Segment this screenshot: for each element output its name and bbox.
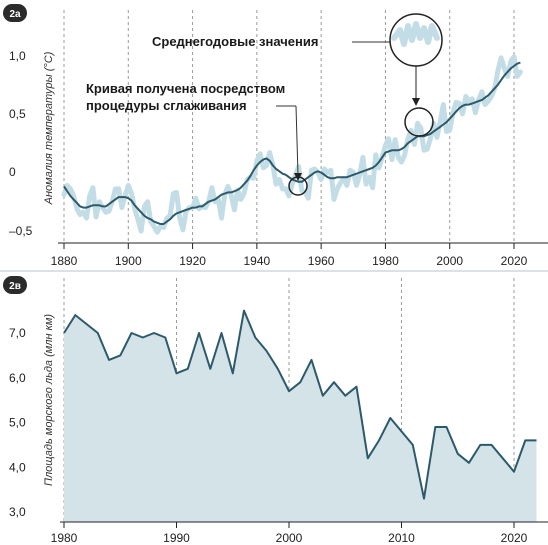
panel-2b-y-tick-label: 7,0 bbox=[9, 326, 26, 340]
panel-2b: 1980 1990 2000 2010 2020 7,0 6,0 5,0 4,0 3,0 Пло… bbox=[3, 276, 548, 545]
panel-2b-x-tick-label: 2020 bbox=[501, 531, 528, 545]
panel-2a-y-axis-label: Аномалия температуры (°С) bbox=[43, 51, 55, 205]
panel-2a-x-tick-label: 2020 bbox=[501, 254, 528, 268]
panel-2b-y-axis-label: Площадь морского льда (млн км) bbox=[43, 314, 55, 486]
panel-2a-y-tick-label: 1,0 bbox=[9, 49, 26, 63]
sea-ice-area-line bbox=[63, 309, 537, 500]
smoothing-callout-circle bbox=[288, 176, 308, 196]
panel-2a-badge-label: 2а bbox=[9, 9, 21, 20]
panel-2a-x-tick-label: 1960 bbox=[308, 254, 335, 268]
panel-2a-x-tick-label: 1940 bbox=[244, 254, 271, 268]
panel-2a-x-tick-label: 2000 bbox=[436, 254, 463, 268]
annual-values-label: Среднегодовые значения bbox=[152, 34, 318, 49]
panel-2a-x-tick-label: 1880 bbox=[51, 254, 78, 268]
panel-2a-y-tick-label: 0,5 bbox=[9, 107, 26, 121]
panel-2a-x-ticks: 1880 1900 1920 1940 1960 1980 2000 2020 bbox=[51, 243, 528, 268]
panel-2a-y-ticks: 1,0 0,5 0 –0,5 bbox=[9, 49, 33, 238]
panel-2a-x-tick-label: 1900 bbox=[115, 254, 142, 268]
panel-2a-badge: 2а bbox=[3, 4, 27, 22]
panel-2a-grid bbox=[63, 10, 515, 243]
panel-2b-badge-label: 2в bbox=[9, 281, 21, 292]
panel-2b-x-tick-label: 1990 bbox=[163, 531, 190, 545]
panel-2b-badge: 2в bbox=[3, 276, 27, 294]
panel-2b-x-tick-label: 2010 bbox=[388, 531, 415, 545]
panel-2b-y-tick-label: 5,0 bbox=[9, 416, 26, 430]
magnifier-zoom-line bbox=[391, 21, 440, 47]
smoothing-annotation: Кривая получена посредством процедуры сг… bbox=[86, 81, 308, 196]
smoothing-label-line-2: процедуры сглаживания bbox=[86, 98, 247, 113]
panel-2b-x-tick-label: 2000 bbox=[276, 531, 303, 545]
sea-ice-area-fill bbox=[64, 310, 537, 522]
panel-2b-y-tick-label: 6,0 bbox=[9, 371, 26, 385]
smoothing-label-line-1: Кривая получена посредством bbox=[86, 81, 285, 96]
panel-2a: 1880 1900 1920 1940 1960 1980 2000 2020 1,0 0,5 0… bbox=[3, 4, 548, 268]
panel-2a-x-tick-label: 1920 bbox=[179, 254, 206, 268]
panel-2a-y-tick-label: –0,5 bbox=[9, 224, 33, 238]
panel-2b-y-tick-label: 3,0 bbox=[9, 505, 26, 519]
panel-2a-y-tick-label: 0 bbox=[9, 165, 16, 179]
panel-2b-y-tick-label: 4,0 bbox=[9, 460, 26, 474]
panel-2b-y-ticks: 7,0 6,0 5,0 4,0 3,0 bbox=[9, 326, 26, 519]
magnifier-small-circle bbox=[404, 107, 434, 137]
panel-2b-x-ticks: 1980 1990 2000 2010 2020 bbox=[51, 522, 528, 545]
panel-2b-x-tick-label: 1980 bbox=[51, 531, 78, 545]
annual-values-line bbox=[61, 54, 523, 235]
panel-2a-x-tick-label: 1980 bbox=[372, 254, 399, 268]
annual-values-annotation: Среднегодовые значения bbox=[152, 13, 443, 137]
